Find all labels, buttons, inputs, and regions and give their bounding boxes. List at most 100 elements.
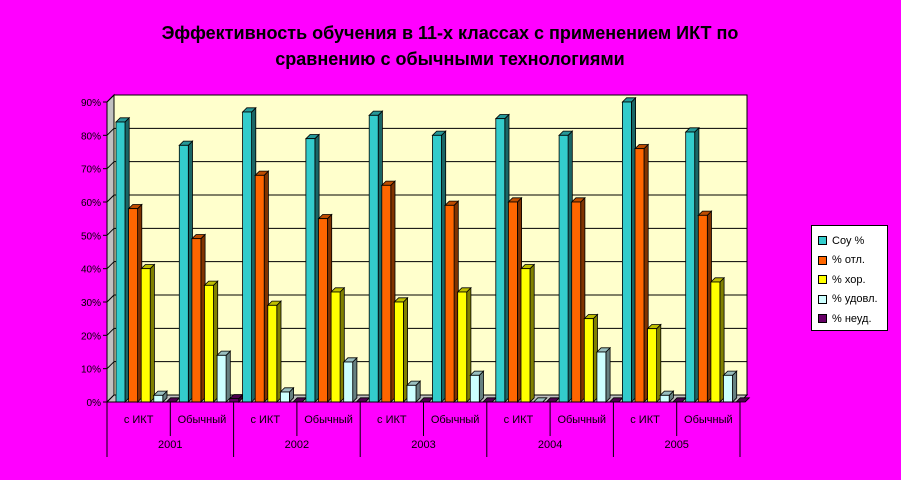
bar: [622, 101, 632, 403]
bar: [444, 204, 455, 403]
bar: [469, 374, 480, 403]
legend-label: % хор.: [832, 273, 866, 286]
legend: Соу % % отл. % хор. % удовл. % неуд.: [811, 225, 888, 331]
bar: [710, 281, 721, 403]
x-group-label: 2005: [664, 439, 688, 451]
x-tick-label: Обычный: [557, 414, 606, 426]
bar: [571, 201, 582, 403]
chart-title-line1: Эффективность обучения в 11-х классах с …: [161, 23, 739, 43]
gridline-side: [106, 327, 115, 336]
bar: [343, 361, 354, 403]
bar-side: [656, 323, 662, 403]
bar: [267, 304, 278, 403]
legend-label: % удовл.: [832, 293, 878, 306]
bar: [596, 351, 607, 403]
bar-side: [478, 370, 484, 403]
bar: [659, 394, 670, 403]
x-group-label: 2002: [285, 439, 309, 451]
bar: [242, 111, 253, 403]
bar: [318, 218, 328, 403]
bar: [583, 318, 594, 403]
legend-swatch: [818, 314, 827, 324]
legend-item: % отл.: [818, 251, 887, 271]
gridline-side: [106, 261, 115, 270]
bar: [115, 121, 126, 403]
x-group-label: 2003: [411, 439, 435, 451]
bar: [191, 238, 202, 403]
legend-label: % отл.: [832, 254, 865, 267]
bar: [178, 144, 189, 403]
bar: [634, 148, 645, 403]
bar: [140, 268, 151, 403]
y-tick-label: 60%: [81, 198, 101, 209]
gridline-side: [106, 194, 115, 203]
y-tick-label: 40%: [81, 265, 101, 276]
bar-side: [352, 356, 358, 403]
y-tick-label: 50%: [81, 231, 101, 242]
bar: [254, 174, 265, 403]
bar: [647, 328, 657, 403]
x-tick-label: с ИКТ: [630, 414, 660, 426]
bar-side: [149, 263, 155, 403]
gridline-side: [106, 127, 115, 136]
bar: [216, 354, 227, 403]
x-tick-label: Обычный: [178, 414, 227, 426]
x-group-label: 2001: [158, 439, 182, 451]
y-tick-label: 0%: [87, 398, 102, 409]
x-tick-label: с ИКТ: [377, 414, 407, 426]
y-tick-label: 70%: [81, 165, 101, 176]
chart-title-line2: сравнению с обычными технологиями: [275, 49, 625, 69]
x-tick-label: Обычный: [684, 414, 733, 426]
bar: [520, 268, 531, 403]
bar-side: [225, 350, 231, 403]
x-tick-label: с ИКТ: [504, 414, 534, 426]
bar: [153, 394, 164, 403]
chart-title: Эффективность обучения в 11-х классах с …: [100, 20, 800, 72]
bar: [381, 184, 392, 403]
x-tick-label: с ИКТ: [124, 414, 154, 426]
bar: [128, 208, 139, 403]
bar: [432, 134, 442, 403]
gridline-side: [106, 361, 115, 370]
bar: [368, 114, 379, 403]
bar: [330, 291, 341, 403]
legend-swatch: [818, 275, 827, 285]
legend-item: % удовл.: [818, 290, 887, 310]
x-tick-label: Обычный: [431, 414, 480, 426]
bar: [697, 214, 708, 403]
legend-item: Соу %: [818, 231, 887, 251]
legend-item: % неуд.: [818, 309, 887, 329]
gridline-side: [106, 94, 115, 103]
x-tick-label: с ИКТ: [250, 414, 280, 426]
y-tick-label: 30%: [81, 298, 101, 309]
legend-swatch: [818, 236, 827, 246]
y-tick-label: 90%: [81, 98, 101, 109]
bar: [507, 201, 518, 403]
legend-item: % хор.: [818, 270, 887, 290]
gridline-side: [106, 161, 115, 170]
bar: [204, 284, 214, 403]
bar: [457, 291, 468, 403]
bar-side: [529, 263, 535, 403]
bar: [558, 134, 569, 403]
side-wall: [106, 93, 115, 404]
y-tick-label: 20%: [81, 331, 101, 342]
legend-swatch: [818, 294, 827, 304]
bar: [279, 391, 290, 403]
bar-side: [732, 370, 738, 403]
x-group-label: 2004: [538, 439, 562, 451]
gridline-side: [106, 227, 115, 236]
legend-label: % неуд.: [832, 312, 872, 325]
legend-swatch: [818, 255, 827, 265]
bar: [723, 374, 733, 403]
legend-label: Соу %: [832, 234, 865, 247]
bar: [393, 301, 404, 403]
bar: [685, 131, 696, 403]
bar: [305, 138, 316, 403]
bar-top: [735, 397, 751, 403]
bar-side: [276, 300, 282, 403]
bar: [406, 384, 417, 403]
y-tick-label: 10%: [81, 365, 101, 376]
bar: [495, 118, 506, 403]
